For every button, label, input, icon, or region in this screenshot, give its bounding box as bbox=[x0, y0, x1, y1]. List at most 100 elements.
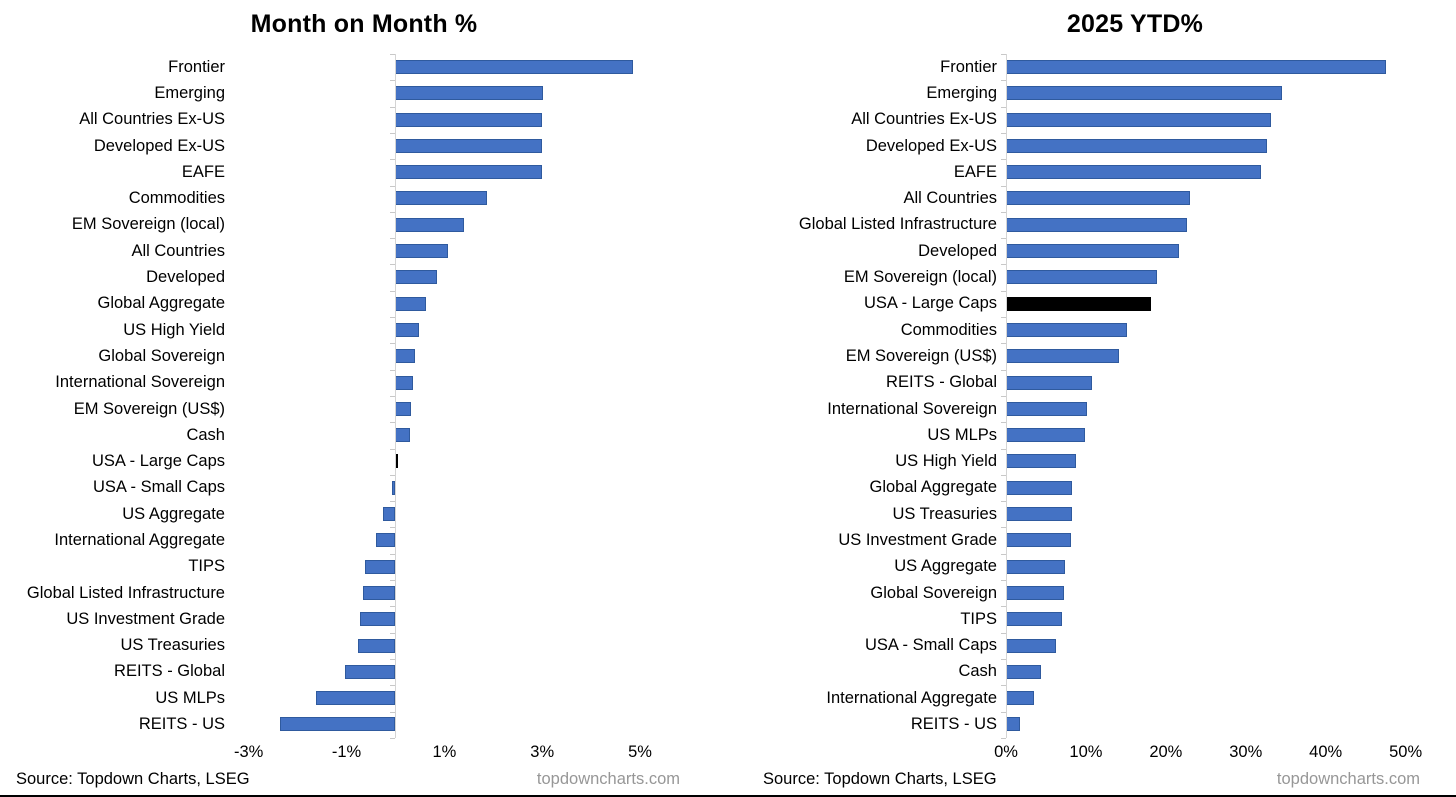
category-tick bbox=[1001, 448, 1006, 450]
category-label: EM Sovereign (local) bbox=[843, 268, 997, 287]
x-tick-label: 30% bbox=[1229, 742, 1263, 761]
bar bbox=[1006, 217, 1188, 232]
watermark-text: topdowncharts.com bbox=[536, 769, 680, 788]
category-label: Cash bbox=[958, 662, 997, 681]
chart-title: 2025 YTD% bbox=[1066, 10, 1204, 38]
category-tick bbox=[1001, 580, 1006, 581]
x-tick-label: 50% bbox=[1389, 742, 1423, 761]
x-tick-label: -1% bbox=[331, 742, 362, 761]
category-tick bbox=[390, 711, 396, 713]
category-tick bbox=[1001, 711, 1006, 713]
bar-row bbox=[234, 396, 689, 422]
bar bbox=[395, 270, 437, 285]
bar bbox=[1006, 428, 1086, 443]
bar-row bbox=[1006, 185, 1420, 211]
category-tick bbox=[390, 737, 396, 739]
bar-row bbox=[234, 501, 689, 527]
bar bbox=[1006, 244, 1180, 259]
category-tick bbox=[390, 448, 396, 450]
category-tick bbox=[390, 290, 396, 292]
bar-row bbox=[1006, 396, 1420, 422]
category-tick bbox=[1001, 685, 1006, 687]
category-label: EAFE bbox=[953, 162, 997, 181]
category-tick bbox=[1001, 54, 1006, 55]
bar bbox=[395, 217, 465, 232]
bar-row bbox=[234, 422, 689, 448]
zero-axis-line bbox=[390, 54, 397, 739]
category-label: International Aggregate bbox=[54, 530, 225, 549]
category-tick bbox=[390, 106, 396, 108]
chart-footer: Source: Topdown Charts, LSEG topdownchar… bbox=[0, 768, 728, 789]
category-tick bbox=[390, 527, 396, 529]
category-label: International Sovereign bbox=[827, 399, 997, 418]
category-label: US Treasuries bbox=[892, 504, 997, 523]
bar bbox=[1006, 585, 1065, 600]
category-label: REITS - Global bbox=[886, 373, 997, 392]
bar-row bbox=[234, 291, 689, 317]
x-tick-label: 20% bbox=[1149, 742, 1183, 761]
bar-row bbox=[234, 711, 689, 737]
category-label: Cash bbox=[186, 425, 225, 444]
category-label: All Countries Ex-US bbox=[851, 110, 997, 129]
bar bbox=[1006, 664, 1042, 679]
category-label: All Countries bbox=[131, 241, 225, 260]
bar-row bbox=[234, 685, 689, 711]
category-tick bbox=[1001, 632, 1006, 634]
bar-row bbox=[1006, 448, 1420, 474]
category-label: USA - Small Caps bbox=[92, 478, 225, 497]
category-label: EM Sovereign (local) bbox=[71, 215, 225, 234]
category-tick bbox=[390, 369, 396, 371]
category-tick bbox=[1001, 395, 1006, 397]
x-tick-label: -3% bbox=[234, 742, 264, 761]
bar bbox=[359, 612, 396, 627]
category-label: Developed bbox=[146, 268, 225, 287]
plot-area: Frontier Emerging All Countries Ex-US Devel… bbox=[0, 54, 728, 739]
bar-row bbox=[1006, 606, 1420, 632]
bar bbox=[382, 507, 396, 522]
category-tick bbox=[1001, 343, 1006, 345]
bar-row bbox=[1006, 370, 1420, 396]
category-tick bbox=[1001, 737, 1006, 739]
bar bbox=[1006, 507, 1073, 522]
category-axis: Frontier Emerging All Countries Ex-US Devel… bbox=[728, 54, 1006, 738]
bar bbox=[1006, 559, 1066, 574]
watermark-text: topdowncharts.com bbox=[1276, 769, 1420, 788]
category-tick bbox=[390, 54, 396, 55]
bar bbox=[1006, 349, 1119, 364]
bar bbox=[1006, 375, 1093, 390]
bars-area bbox=[1001, 54, 1420, 739]
chart-2025-ytd: 2025 YTD% Frontier Emerging All Countries … bbox=[728, 0, 1456, 789]
bar bbox=[395, 322, 420, 337]
bar bbox=[1006, 86, 1282, 101]
bar-row bbox=[234, 212, 689, 238]
category-label: US MLPs bbox=[927, 425, 997, 444]
category-tick bbox=[1001, 317, 1006, 318]
category-tick bbox=[1001, 501, 1006, 503]
category-label: EM Sovereign (US$) bbox=[73, 399, 225, 418]
bar-row bbox=[1006, 264, 1420, 290]
category-label: US Aggregate bbox=[894, 557, 997, 576]
x-axis: 0% 10% 20% 30% 40% 50% bbox=[994, 738, 1423, 768]
category-tick bbox=[1001, 159, 1006, 161]
category-tick bbox=[390, 632, 396, 634]
bar-row bbox=[234, 159, 689, 185]
bar-row bbox=[1006, 343, 1420, 369]
source-label: Source: Topdown Charts, LSEG bbox=[16, 769, 250, 788]
bar bbox=[395, 244, 449, 259]
bar-row bbox=[234, 527, 689, 553]
category-tick bbox=[1001, 369, 1006, 371]
bar-row bbox=[1006, 711, 1420, 737]
category-tick bbox=[1001, 80, 1006, 82]
category-label: Developed bbox=[918, 241, 997, 260]
bar-row bbox=[1006, 659, 1420, 685]
bar-row bbox=[234, 264, 689, 290]
category-tick bbox=[390, 317, 396, 318]
bar-row bbox=[1006, 554, 1420, 580]
bar bbox=[1006, 165, 1261, 180]
category-label: US MLPs bbox=[155, 688, 225, 707]
bar-row bbox=[234, 370, 689, 396]
category-tick bbox=[1001, 106, 1006, 108]
bar bbox=[395, 191, 487, 206]
category-label: US High Yield bbox=[895, 452, 997, 471]
